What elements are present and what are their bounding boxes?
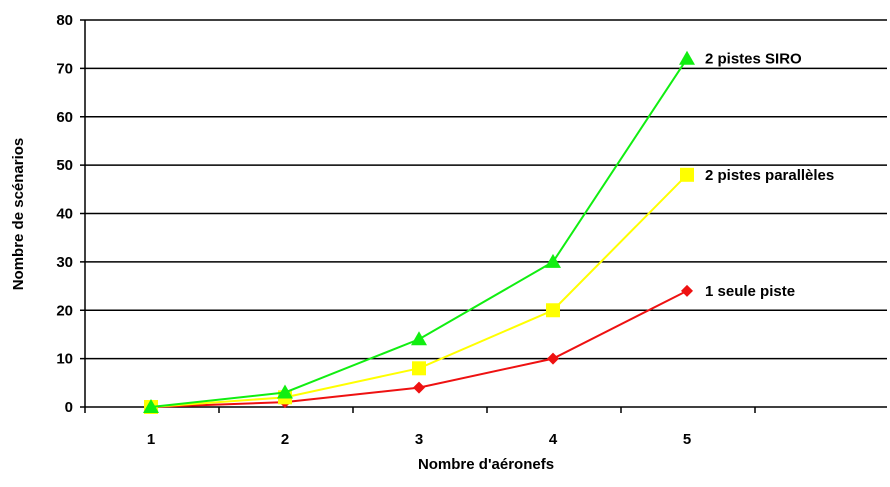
data-point	[413, 381, 425, 394]
data-point	[411, 331, 427, 346]
data-point	[412, 361, 426, 376]
y-ticks: 0 10 20 30 40 50 60 70 80	[56, 12, 85, 416]
gridlines	[85, 19, 887, 360]
data-point	[545, 253, 561, 268]
data-point	[681, 284, 693, 297]
series-line	[150, 58, 688, 408]
y-tick-label: 30	[56, 254, 73, 271]
x-tick-label: 1	[147, 431, 155, 448]
x-ticks: 1 2 3 4 5	[84, 407, 756, 448]
data-point	[143, 399, 159, 413]
x-tick-label: 3	[415, 431, 423, 448]
y-tick-label: 10	[56, 351, 73, 368]
y-tick-label: 0	[65, 399, 73, 416]
series-label: 2 pistes SIRO	[705, 51, 802, 68]
series-1: 1 seule piste	[145, 283, 795, 413]
series-layer: 1 seule piste 2 pistes parallèles 2 pistes…	[143, 50, 834, 414]
y-tick-label: 50	[56, 157, 73, 174]
series-3: 2 pistes SIRO	[143, 50, 802, 413]
series-label: 1 seule piste	[705, 283, 795, 300]
y-tick-label: 20	[56, 302, 73, 319]
y-axis-title: Nombre de scénarios	[10, 138, 27, 291]
x-tick-label: 4	[549, 431, 558, 448]
x-tick-label: 2	[281, 431, 289, 448]
data-point	[680, 167, 694, 182]
x-axis-title: Nombre d'aéronefs	[418, 456, 554, 473]
y-tick-label: 70	[56, 60, 73, 77]
data-point	[547, 352, 559, 365]
data-point	[679, 50, 695, 65]
y-tick-label: 80	[56, 12, 73, 29]
data-point	[546, 303, 560, 318]
data-point	[277, 384, 293, 399]
y-tick-label: 60	[56, 109, 73, 126]
y-tick-label: 40	[56, 206, 73, 223]
series-label: 2 pistes parallèles	[705, 167, 834, 184]
x-tick-label: 5	[683, 431, 691, 448]
